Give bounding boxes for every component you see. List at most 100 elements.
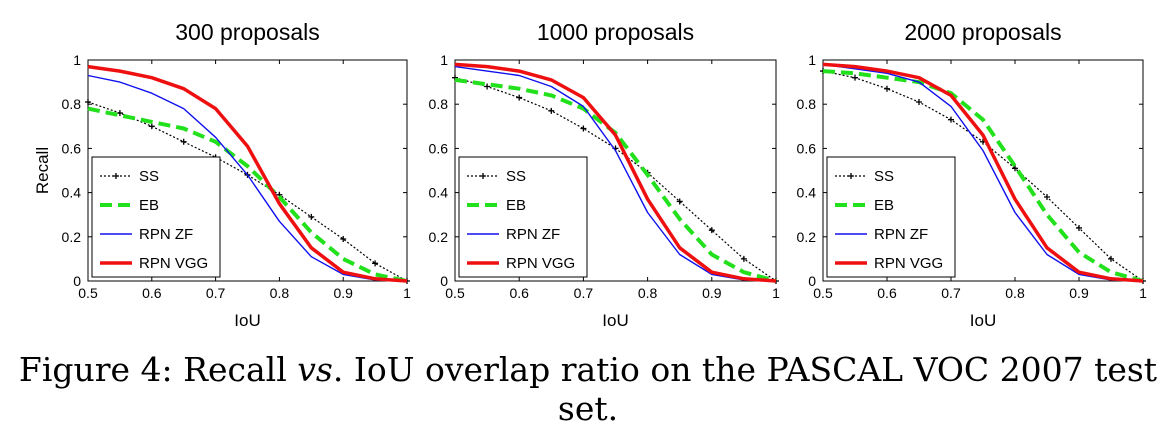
legend-label: RPN VGG — [506, 255, 575, 272]
data-point-ss — [340, 236, 347, 243]
x-tick-label: 0.6 — [142, 285, 162, 301]
series-line-rpn-zf — [454, 65, 777, 282]
caption-suffix: . IoU overlap ratio on the PASCAL VOC 20… — [332, 350, 1158, 428]
x-tick-label: 0.5 — [78, 285, 98, 301]
legend-box — [826, 156, 956, 278]
data-point-ss — [372, 260, 379, 267]
data-point-ss — [852, 74, 858, 81]
x-tick-label: 0.8 — [1005, 285, 1025, 301]
series-line-rpn-vgg — [87, 64, 408, 283]
y-tick-label: 0.8 — [797, 96, 817, 112]
data-point-ss — [308, 213, 315, 220]
x-tick-label: 1 — [1139, 285, 1147, 301]
legend-label: RPN ZF — [874, 226, 928, 243]
y-tick-label: 0 — [440, 273, 448, 289]
y-tick-label: 0 — [73, 273, 81, 289]
data-point-ss — [580, 125, 587, 132]
data-point-ss — [116, 110, 123, 117]
y-tick-label: 0.4 — [62, 185, 82, 201]
data-point-ss — [1076, 224, 1082, 231]
data-point-ss — [484, 83, 491, 90]
y-tick-label: 0.8 — [62, 96, 82, 112]
chart-title: 2000 proposals — [904, 19, 1061, 45]
y-tick-label: 0.6 — [62, 140, 82, 156]
data-point-ss — [516, 94, 523, 101]
x-tick-label: 0.5 — [813, 285, 833, 301]
data-point-ss — [740, 255, 747, 262]
series-line-ss — [87, 101, 408, 282]
series-line-rpn-vgg — [454, 62, 777, 283]
series-line-rpn-vgg — [822, 62, 1144, 283]
data-point-ss — [676, 198, 683, 205]
x-tick-label: 0.9 — [702, 285, 722, 301]
x-tick-label: 0.6 — [509, 285, 529, 301]
x-tick-label: 0.8 — [638, 285, 658, 301]
legend-marker-ss — [113, 173, 119, 179]
x-tick-label: 1 — [772, 285, 780, 301]
legend-marker-ss — [480, 173, 486, 179]
data-point-ss — [1108, 255, 1114, 262]
figure-caption: Figure 4: Recall vs. IoU overlap ratio o… — [0, 350, 1176, 428]
chart-title: 1000 proposals — [537, 19, 694, 45]
series-line-eb — [822, 69, 1144, 283]
chart-panel-2: 1000 proposals 0.5 0.6 0.7 0.8 0.9 1 0 0.2 0.4 0.6… — [429, 19, 781, 330]
legend-label: SS — [874, 168, 894, 185]
data-point-ss — [948, 116, 954, 123]
legend-label: RPN VGG — [139, 255, 208, 272]
y-tick-label: 0.2 — [797, 229, 817, 245]
chart-panel-1: 300 proposals 0.5 0.6 0.7 0.8 0.9 1 0 0.2 0.4 0.6 0… — [33, 19, 411, 330]
chart-panel-3: 2000 proposals 0.5 0.6 0.7 0.8 0.9 1 0 0.2 0.4 0.6… — [797, 19, 1148, 330]
figure: 300 proposals 0.5 0.6 0.7 0.8 0.9 1 0 0.2 0.4 0.6 0… — [33, 19, 1148, 330]
legend-label: RPN ZF — [139, 226, 193, 243]
data-point-ss — [708, 227, 715, 234]
data-point-ss — [884, 85, 890, 92]
x-tick-label: 0.6 — [877, 285, 897, 301]
x-tick-label: 0.9 — [333, 285, 353, 301]
legend-label: RPN ZF — [506, 226, 560, 243]
x-axis-label: IoU — [602, 311, 628, 330]
x-axis-label: IoU — [970, 311, 996, 330]
x-tick-label: 0.5 — [445, 285, 465, 301]
legend-label: EB — [874, 197, 894, 214]
y-tick-label: 0.2 — [62, 229, 82, 245]
plot-area — [454, 59, 777, 282]
data-point-ss — [85, 98, 91, 105]
y-tick-label: 0.4 — [797, 185, 817, 201]
x-tick-label: 0.7 — [574, 285, 594, 301]
legend-label: EB — [506, 197, 526, 214]
x-tick-label: 1 — [403, 285, 411, 301]
y-tick-label: 1 — [808, 52, 816, 68]
x-tick-label: 0.7 — [941, 285, 961, 301]
y-tick-label: 0.2 — [429, 229, 449, 245]
x-tick-label: 0.7 — [206, 285, 226, 301]
x-axis-label: IoU — [234, 311, 260, 330]
y-tick-label: 0.8 — [429, 96, 449, 112]
y-tick-label: 0 — [808, 273, 816, 289]
data-point-ss — [916, 98, 922, 105]
y-tick-label: 1 — [440, 52, 448, 68]
legend-marker-ss — [848, 173, 854, 179]
legend-label: EB — [139, 197, 159, 214]
chart-title: 300 proposals — [175, 19, 320, 45]
y-tick-label: 0.6 — [797, 140, 817, 156]
data-point-ss — [452, 74, 458, 81]
series-line-rpn-zf — [87, 74, 408, 282]
legend-label: SS — [139, 168, 159, 185]
data-point-ss — [1012, 165, 1018, 172]
data-point-ss — [180, 138, 187, 145]
series-line-rpn-zf — [822, 63, 1144, 282]
series-line-eb — [87, 106, 408, 283]
legend-label: RPN VGG — [874, 255, 943, 272]
y-tick-label: 0.6 — [429, 140, 449, 156]
data-point-ss — [1044, 194, 1050, 201]
plot-area — [87, 59, 408, 282]
caption-prefix: Figure 4: Recall — [18, 350, 298, 389]
data-point-ss — [548, 107, 555, 114]
x-tick-label: 0.9 — [1069, 285, 1089, 301]
legend-label: SS — [506, 168, 526, 185]
y-tick-label: 1 — [73, 52, 81, 68]
data-point-ss — [148, 123, 155, 130]
legend-box — [458, 156, 588, 278]
y-axis-label: Recall — [33, 147, 52, 194]
legend-box — [91, 156, 221, 278]
